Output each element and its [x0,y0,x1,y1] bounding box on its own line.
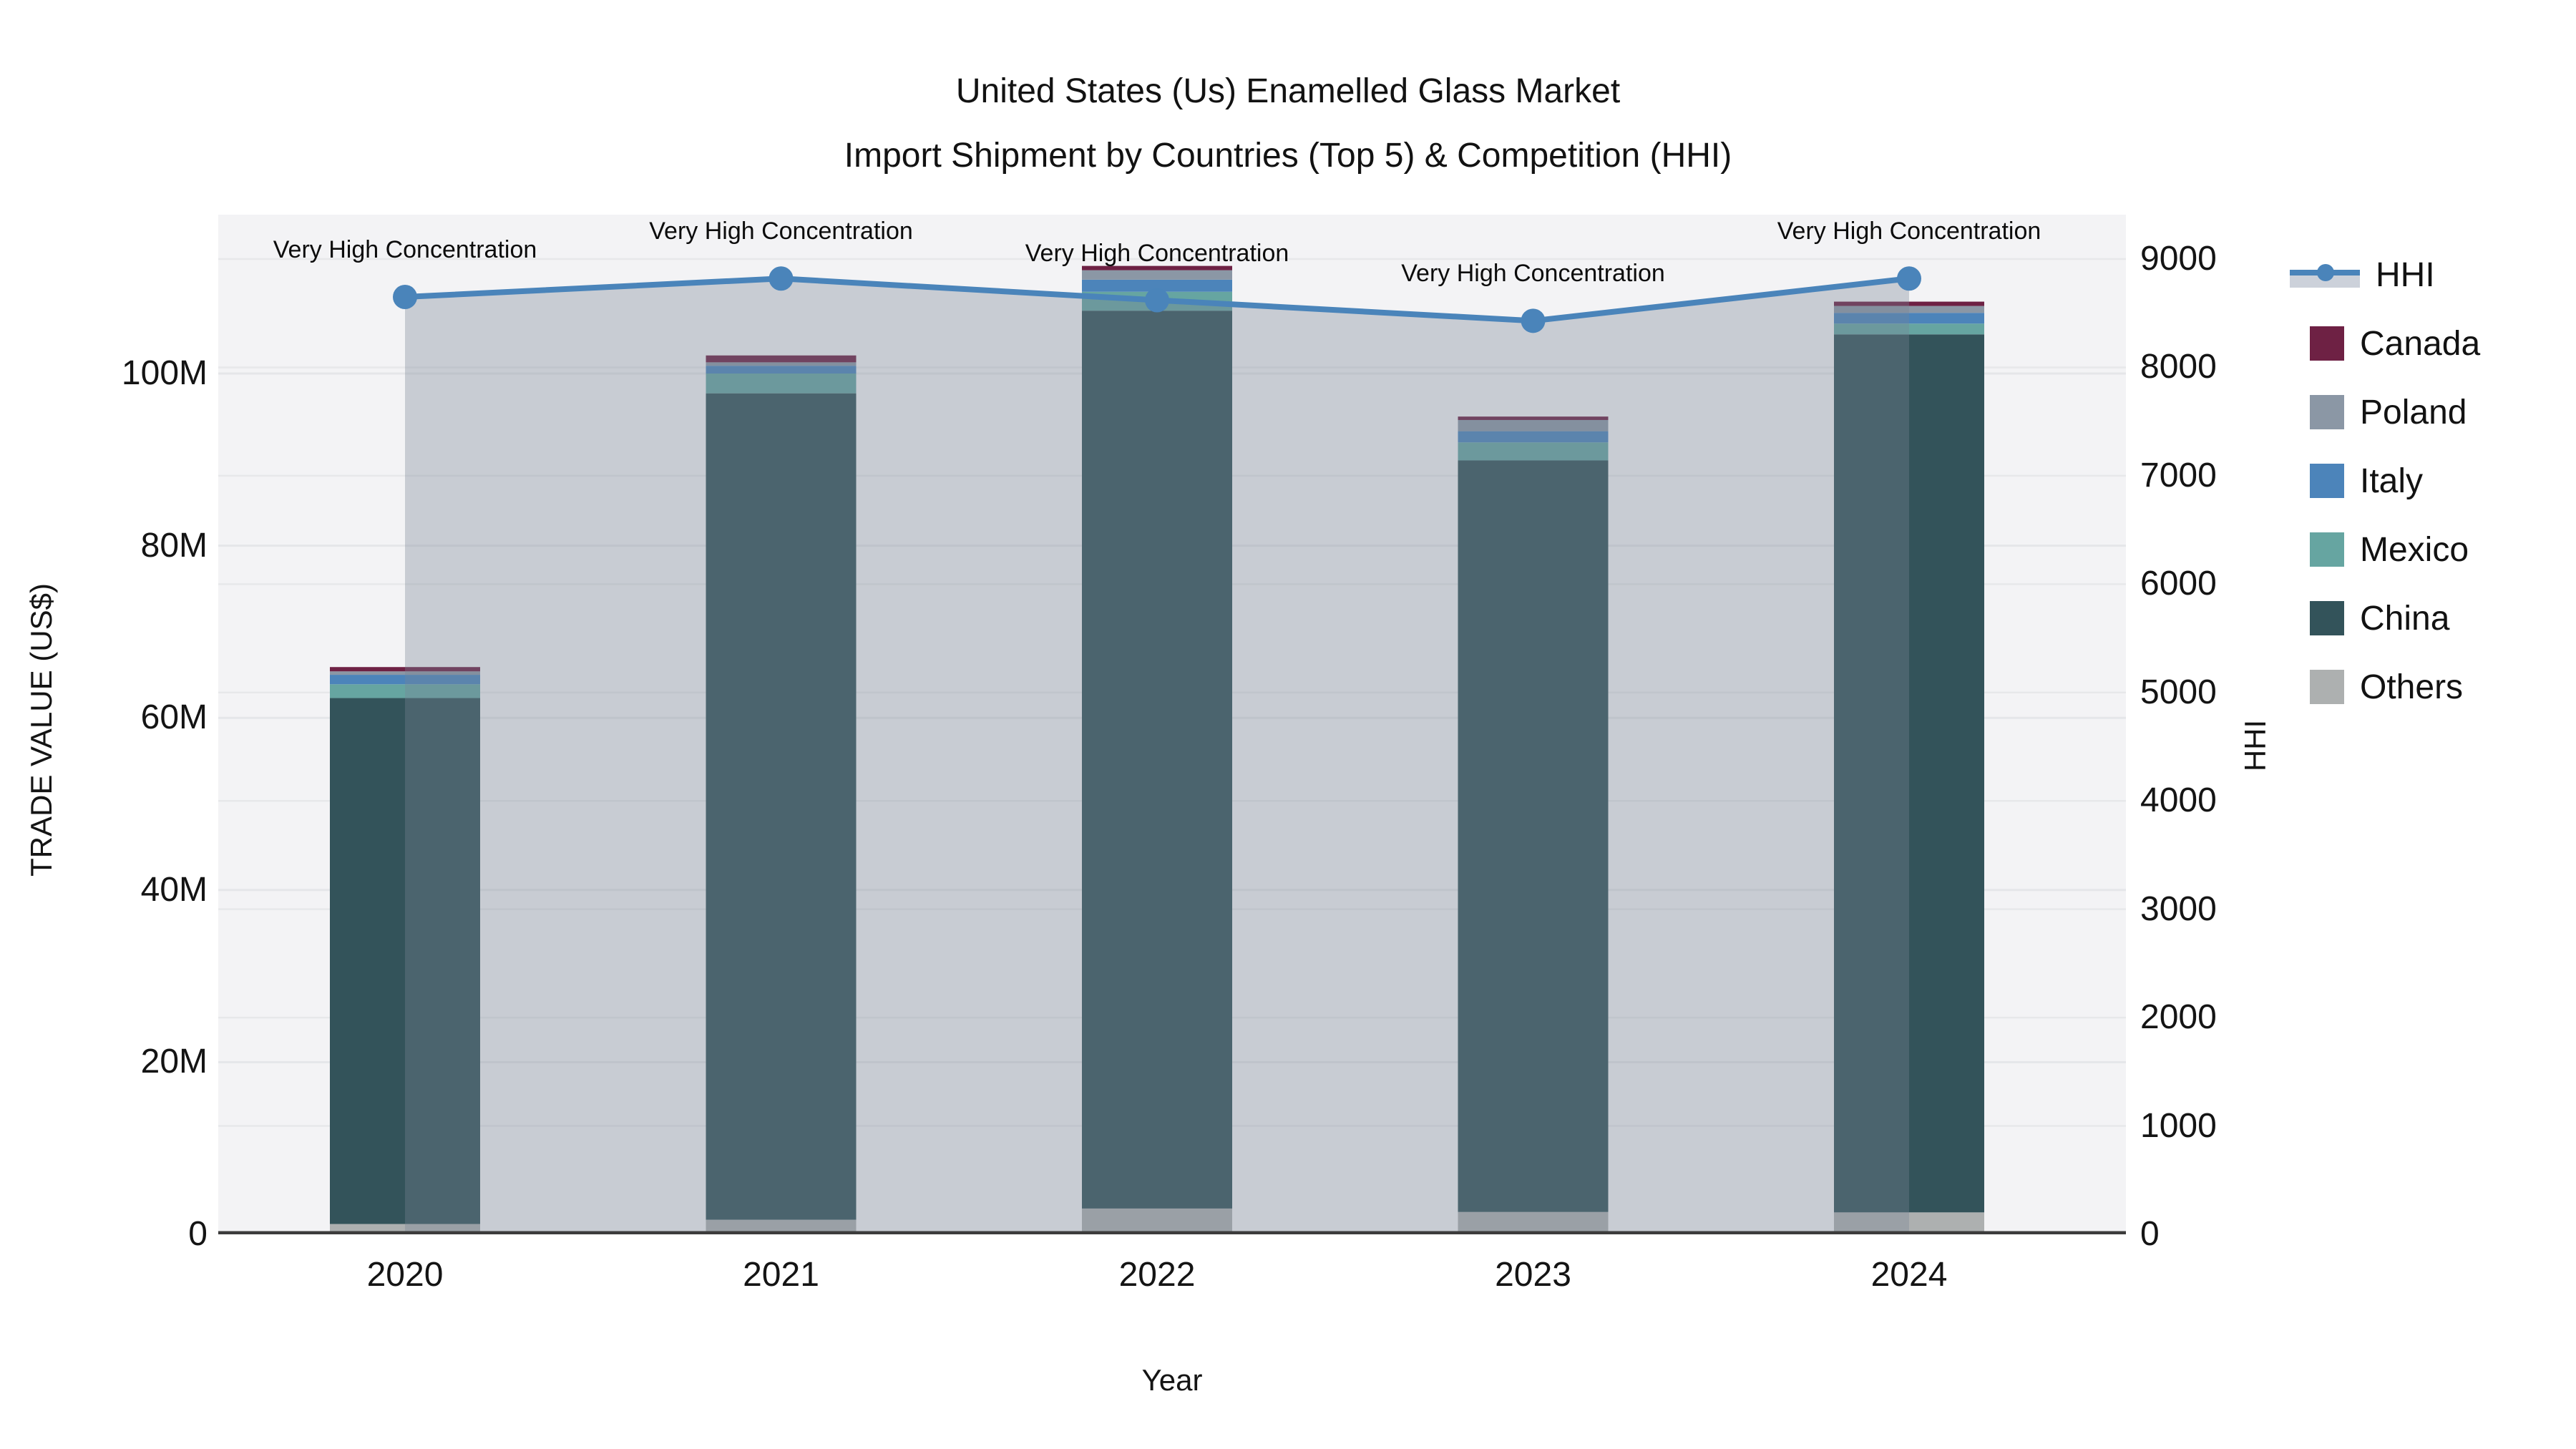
annotation-2024: Very High Concentration [1777,218,2041,245]
annotation-2023: Very High Concentration [1401,260,1665,288]
chart-title-line2: Import Shipment by Countries (Top 5) & C… [844,137,1732,175]
legend-label: Others [2360,668,2464,706]
bar-segment-china-2023[interactable] [1458,460,1609,1212]
right-axis-title: HHI [2238,719,2272,772]
x-tick-2022: 2022 [1118,1256,1196,1294]
x-tick-2023: 2023 [1495,1256,1571,1294]
hhi-line-icon [2290,256,2360,293]
right-tick-3000: 3000 [2140,889,2217,928]
bar-segment-poland-2024[interactable] [1834,306,1984,313]
poland-swatch-icon [2310,395,2344,429]
legend-item-italy[interactable]: Italy [2290,447,2480,515]
annotation-2022: Very High Concentration [1025,239,1289,267]
plot-area [218,215,2126,1234]
bar-segment-poland-2023[interactable] [1458,419,1609,431]
bar-segment-italy-2023[interactable] [1458,431,1609,443]
legend-item-hhi[interactable]: HHI [2290,240,2480,309]
bar-segment-poland-2020[interactable] [330,671,480,675]
hhi-marker-2024[interactable] [1897,266,1921,291]
bar-segment-canada-2021[interactable] [706,355,857,363]
left-axis-title: TRADE VALUE (US$) [24,583,58,877]
left-tick-60M: 60M [140,698,208,737]
italy-swatch-icon [2310,464,2344,498]
x-axis-title: Year [1141,1363,1203,1397]
right-tick-6000: 6000 [2140,565,2217,603]
bar-segment-others-2023[interactable] [1458,1211,1609,1234]
right-tick-2000: 2000 [2140,998,2217,1037]
right-tick-9000: 9000 [2140,240,2217,278]
bar-segment-china-2021[interactable] [706,393,857,1220]
x-tick-2024: 2024 [1870,1256,1948,1294]
x-tick-2020: 2020 [366,1256,444,1294]
legend-label: Canada [2360,324,2481,363]
legend-label: Poland [2360,393,2467,431]
canada-swatch-icon [2310,326,2344,361]
legend: HHI Canada Poland Italy Mexico China Oth… [2290,240,2480,721]
hhi-marker-2021[interactable] [769,266,794,291]
bar-segment-china-2022[interactable] [1082,311,1232,1209]
x-tick-2021: 2021 [743,1256,819,1294]
mexico-swatch-icon [2310,532,2344,567]
bar-segment-italy-2020[interactable] [330,675,480,685]
bar-segment-others-2024[interactable] [1834,1212,1984,1234]
annotation-2020: Very High Concentration [273,236,537,263]
bar-segment-poland-2022[interactable] [1082,270,1232,280]
right-tick-8000: 8000 [2140,348,2217,386]
bar-segment-italy-2022[interactable] [1082,279,1232,292]
legend-label: Italy [2360,462,2424,500]
bar-segment-italy-2024[interactable] [1834,313,1984,324]
china-swatch-icon [2310,601,2344,635]
right-tick-7000: 7000 [2140,456,2217,494]
left-tick-100M: 100M [121,354,208,392]
right-tick-5000: 5000 [2140,673,2217,711]
bar-segment-canada-2020[interactable] [330,667,480,672]
legend-item-canada[interactable]: Canada [2290,309,2480,378]
bar-segment-canada-2024[interactable] [1834,301,1984,306]
hhi-marker-2020[interactable] [393,285,417,310]
legend-label: China [2360,599,2450,638]
bar-segment-mexico-2023[interactable] [1458,442,1609,461]
hhi-marker-2023[interactable] [1521,308,1546,333]
chart-title-line1: United States (Us) Enamelled Glass Marke… [955,72,1621,110]
bar-segment-mexico-2024[interactable] [1834,323,1984,335]
legend-label: Mexico [2360,530,2469,569]
bar-segment-mexico-2021[interactable] [706,374,857,394]
legend-item-poland[interactable]: Poland [2290,378,2480,447]
annotation-2021: Very High Concentration [649,218,913,245]
right-tick-1000: 1000 [2140,1106,2217,1145]
bar-segment-china-2024[interactable] [1834,334,1984,1213]
legend-item-china[interactable]: China [2290,584,2480,653]
left-tick-20M: 20M [140,1043,208,1081]
legend-label: HHI [2376,255,2435,294]
bar-segment-others-2022[interactable] [1082,1208,1232,1234]
right-tick-0: 0 [2140,1215,2160,1253]
legend-item-mexico[interactable]: Mexico [2290,515,2480,584]
bar-segment-china-2020[interactable] [330,698,480,1224]
bar-segment-poland-2021[interactable] [706,362,857,366]
bar-segment-others-2021[interactable] [706,1219,857,1234]
bar-segment-italy-2021[interactable] [706,366,857,374]
hhi-area-fill [405,278,1909,1234]
bar-segment-canada-2023[interactable] [1458,416,1609,420]
hhi-marker-2022[interactable] [1145,288,1169,313]
bar-segment-canada-2022[interactable] [1082,265,1232,270]
right-tick-4000: 4000 [2140,781,2217,820]
left-tick-0: 0 [188,1215,208,1253]
bar-segment-mexico-2020[interactable] [330,684,480,698]
left-tick-80M: 80M [140,526,208,565]
others-swatch-icon [2310,670,2344,704]
legend-item-others[interactable]: Others [2290,653,2480,721]
left-tick-40M: 40M [140,870,208,909]
